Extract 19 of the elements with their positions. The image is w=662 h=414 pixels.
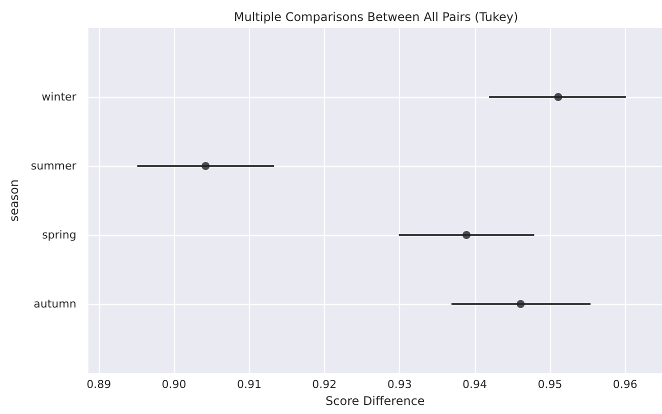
y-tick-label: summer	[30, 160, 77, 172]
x-axis-title: Score Difference	[326, 394, 425, 408]
x-tick-label: 0.89	[86, 378, 112, 391]
x-tick-label: 0.96	[612, 378, 638, 391]
y-tick-label: autumn	[34, 298, 76, 310]
y-axis-title: season	[7, 179, 21, 222]
point	[462, 231, 471, 239]
x-tick-label: 0.95	[538, 378, 562, 391]
x-tick-label: 0.93	[387, 378, 412, 391]
chart-title: Multiple Comparisons Between All Pairs (Tukey)	[234, 10, 518, 24]
y-tick-label: spring	[42, 228, 76, 242]
x-tick-label: 0.94	[462, 378, 488, 391]
point	[554, 93, 562, 101]
y-tick-label: winter	[42, 90, 77, 104]
point	[516, 300, 525, 308]
x-tick-label: 0.92	[312, 378, 337, 391]
x-tick-label: 0.90	[162, 378, 186, 391]
point	[202, 162, 210, 170]
x-tick-label: 0.91	[236, 378, 262, 391]
